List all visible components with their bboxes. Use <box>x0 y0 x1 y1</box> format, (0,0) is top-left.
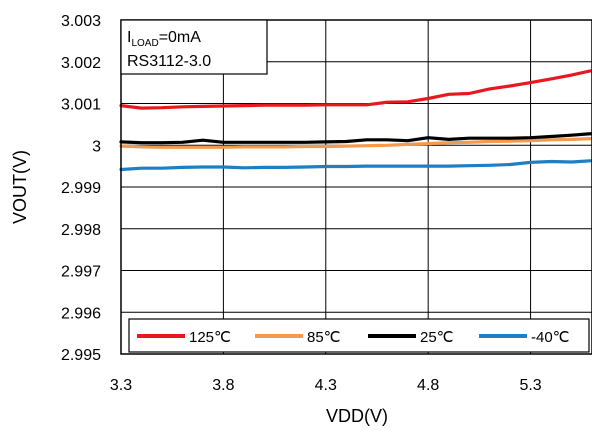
y-tick-label: 2.997 <box>61 264 101 281</box>
y-tick-label: 2.999 <box>61 180 101 197</box>
legend-label: 125℃ <box>189 329 231 346</box>
series-line-2 <box>119 137 592 149</box>
y-tick-label: 3.001 <box>61 97 101 114</box>
series-line-3 <box>119 132 592 145</box>
legend: 125℃ 85℃ 25℃ -40℃ <box>128 318 590 353</box>
x-tick-label: 5.3 <box>519 377 541 394</box>
x-axis-label: VDD(V) <box>326 406 388 426</box>
annotation-line-1: ILOAD=0mA <box>127 29 201 49</box>
grid-lines <box>121 20 592 354</box>
x-tick-label: 4.3 <box>315 377 337 394</box>
x-tick-label: 3.8 <box>212 377 234 394</box>
annotation-current-value: =0mA <box>159 29 202 46</box>
y-tick-label: 3.003 <box>61 13 101 30</box>
legend-label: 25℃ <box>420 329 454 346</box>
y-tick-label: 3 <box>92 138 101 155</box>
annotation-box <box>120 19 268 75</box>
x-tick-label: 3.3 <box>110 377 132 394</box>
y-tick-labels: 3.003 3.002 3.001 3 2.999 2.998 2.997 2.996 2.99… <box>61 13 101 364</box>
annotation-current-subscript: LOAD <box>131 38 158 49</box>
plot-frame <box>120 19 592 355</box>
series-lines <box>119 68 592 172</box>
condition-annotation: ILOAD=0mA RS3112-3.0 <box>120 19 268 75</box>
x-tick-labels: 3.3 3.8 4.3 4.8 5.3 <box>110 377 542 394</box>
series-line-1 <box>119 68 592 110</box>
annotation-current-symbol: I <box>127 29 131 46</box>
y-tick-label: 2.998 <box>61 222 101 239</box>
y-tick-label: 2.996 <box>61 305 101 322</box>
y-tick-label: 3.002 <box>61 55 101 72</box>
x-tick-label: 4.8 <box>417 377 439 394</box>
annotation-line-2: RS3112-3.0 <box>127 53 211 70</box>
y-tick-label: 2.995 <box>61 347 101 364</box>
series-line-4 <box>119 159 592 172</box>
y-axis-label: VOUT(V) <box>10 150 30 224</box>
legend-label: 85℃ <box>307 329 341 346</box>
legend-label: -40℃ <box>531 329 570 346</box>
